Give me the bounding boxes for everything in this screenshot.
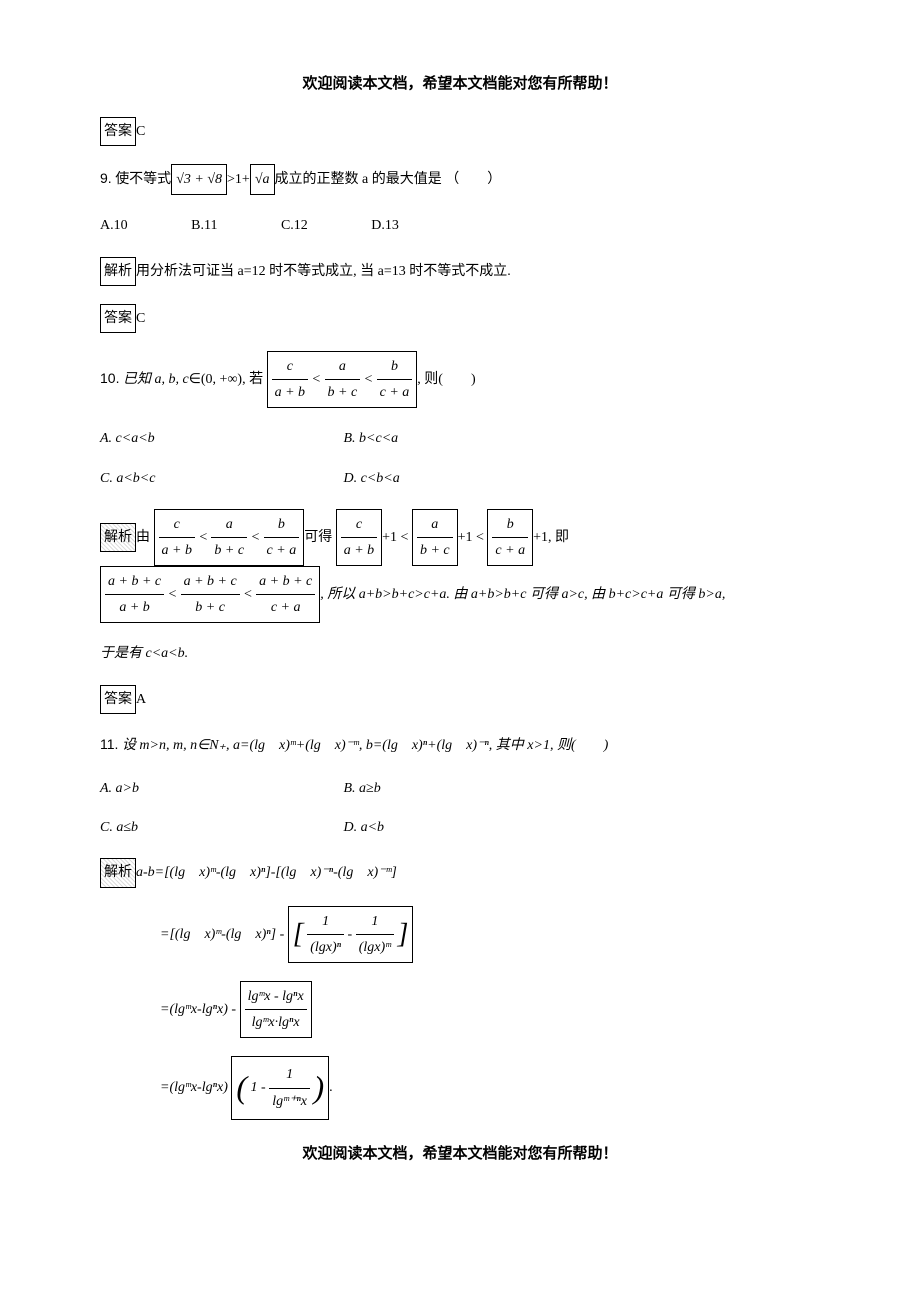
- q11-explanation-line1: 解析a-b=[(lg x)ᵐ-(lg x)ⁿ]-[(lg x)⁻ⁿ-(lg x)…: [100, 858, 820, 887]
- q9-expl-text: 用分析法可证当 a=12 时不等式成立, 当 a=13 时不等式不成立.: [136, 264, 511, 279]
- q11-option-b: B. a≥b: [344, 776, 524, 801]
- q9-options: A.10 B.11 C.12 D.13: [100, 213, 820, 238]
- q11-line3-box: lgᵐx - lgⁿxlgᵐx·lgⁿx: [240, 981, 312, 1038]
- q9-number: 9.: [100, 170, 112, 186]
- answer-label: 答案: [100, 685, 136, 714]
- q11-explanation-line3: =(lgᵐx-lgⁿx) - lgᵐx - lgⁿxlgᵐx·lgⁿx: [160, 981, 820, 1038]
- q9-mid: >1+: [227, 172, 250, 187]
- q10-expl-mid1: 可得: [304, 530, 332, 545]
- q10-expl-pre: 由: [136, 530, 150, 545]
- q10-expl-f2: ab + c: [412, 509, 458, 566]
- q10-text-pre: 已知 a, b, c∈(0, +∞), 若: [123, 372, 263, 387]
- q9-expr-left: √3 + √8: [171, 164, 227, 195]
- q10-expl-f1: ca + b: [336, 509, 382, 566]
- page-footer: 欢迎阅读本文档，希望本文档能对您有所帮助！: [100, 1140, 820, 1167]
- q11-line2-pre: =[(lg x)ᵐ-(lg x)ⁿ] -: [160, 926, 284, 941]
- q10-options-row1: A. c<a<b B. b<c<a: [100, 426, 820, 451]
- q10-plus1b: +1 <: [458, 530, 484, 545]
- q9-option-c: C.12: [281, 213, 308, 238]
- q11-line4-pre: =(lgᵐx-lgⁿx): [160, 1080, 228, 1095]
- q11-option-a: A. a>b: [100, 776, 280, 801]
- question-9-stem: 9. 使不等式√3 + √8>1+√a成立的正整数 a 的最大值是 （ ）: [100, 164, 820, 195]
- q11-explanation-line2: =[(lg x)ᵐ-(lg x)ⁿ] - [ 1(lgx)ⁿ - 1(lgx)ᵐ…: [160, 906, 820, 963]
- q9-expr-right: √a: [250, 164, 275, 195]
- page-header: 欢迎阅读本文档，希望本文档能对您有所帮助！: [100, 70, 820, 97]
- q9-answer: 答案C: [100, 304, 820, 333]
- q10-expl-tail: , 所以 a+b>b+c>c+a. 由 a+b>b+c 可得 a>c, 由 b+…: [320, 587, 725, 602]
- q9-text-pre: 使不等式: [115, 172, 171, 187]
- q11-line4-box: ( 1 - 1lgᵐ⁺ⁿx ): [231, 1056, 329, 1120]
- q10-option-d: D. c<b<a: [344, 466, 524, 491]
- answer-value: C: [136, 124, 145, 139]
- q10-number: 10.: [100, 370, 119, 386]
- q10-options-row2: C. a<b<c D. c<b<a: [100, 466, 820, 491]
- answer-8: 答案C: [100, 117, 820, 146]
- q11-stem-text: 设 m>n, m, n∈N₊, a=(lg x)ᵐ+(lg x)⁻ᵐ, b=(l…: [122, 738, 608, 753]
- q10-plus1a: +1 <: [382, 530, 408, 545]
- q9-option-b: B.11: [191, 213, 217, 238]
- q11-line2-box: [ 1(lgx)ⁿ - 1(lgx)ᵐ ]: [288, 906, 414, 963]
- q11-line1: a-b=[(lg x)ᵐ-(lg x)ⁿ]-[(lg x)⁻ⁿ-(lg x)⁻ᵐ…: [136, 865, 397, 880]
- q9-text-post: 成立的正整数 a 的最大值是 （ ）: [275, 172, 502, 187]
- q10-ans-value: A: [136, 692, 146, 707]
- q9-explanation: 解析用分析法可证当 a=12 时不等式成立, 当 a=13 时不等式不成立.: [100, 257, 820, 286]
- explanation-label: 解析: [100, 858, 136, 887]
- question-10-stem: 10. 已知 a, b, c∈(0, +∞), 若 ca + b < ab + …: [100, 351, 820, 408]
- q10-option-b: B. b<c<a: [344, 426, 524, 451]
- q10-explanation: 解析由 ca + b < ab + c < bc + a 可得 ca + b+1…: [100, 509, 820, 624]
- explanation-label: 解析: [100, 257, 136, 286]
- q10-option-c: C. a<b<c: [100, 466, 280, 491]
- question-11-stem: 11. 设 m>n, m, n∈N₊, a=(lg x)ᵐ+(lg x)⁻ᵐ, …: [100, 732, 820, 758]
- q10-expl-f3: bc + a: [487, 509, 533, 566]
- q11-line3-pre: =(lgᵐx-lgⁿx) -: [160, 1002, 236, 1017]
- q9-option-d: D.13: [371, 213, 399, 238]
- answer-label: 答案: [100, 304, 136, 333]
- answer-label: 答案: [100, 117, 136, 146]
- explanation-label: 解析: [100, 523, 136, 552]
- q11-option-c: C. a≤b: [100, 815, 280, 840]
- q11-options-row1: A. a>b B. a≥b: [100, 776, 820, 801]
- q10-expl-ineq1: ca + b < ab + c < bc + a: [154, 509, 305, 566]
- q10-expl-ineq2: a + b + ca + b < a + b + cb + c < a + b …: [100, 566, 320, 623]
- q10-answer: 答案A: [100, 685, 820, 714]
- q11-option-d: D. a<b: [344, 815, 524, 840]
- q9-option-a: A.10: [100, 213, 128, 238]
- q10-option-a: A. c<a<b: [100, 426, 280, 451]
- q11-number: 11.: [100, 736, 118, 752]
- q10-plus1c: +1, 即: [533, 530, 569, 545]
- q10-inequality: ca + b < ab + c < bc + a: [267, 351, 418, 408]
- q9-ans-value: C: [136, 311, 145, 326]
- q10-text-post: , 则( ): [417, 372, 475, 387]
- q11-line4-post: .: [329, 1080, 333, 1095]
- q11-options-row2: C. a≤b D. a<b: [100, 815, 820, 840]
- q11-explanation-line4: =(lgᵐx-lgⁿx) ( 1 - 1lgᵐ⁺ⁿx ) .: [160, 1056, 820, 1120]
- q10-expl-tail2: 于是有 c<a<b.: [100, 641, 820, 666]
